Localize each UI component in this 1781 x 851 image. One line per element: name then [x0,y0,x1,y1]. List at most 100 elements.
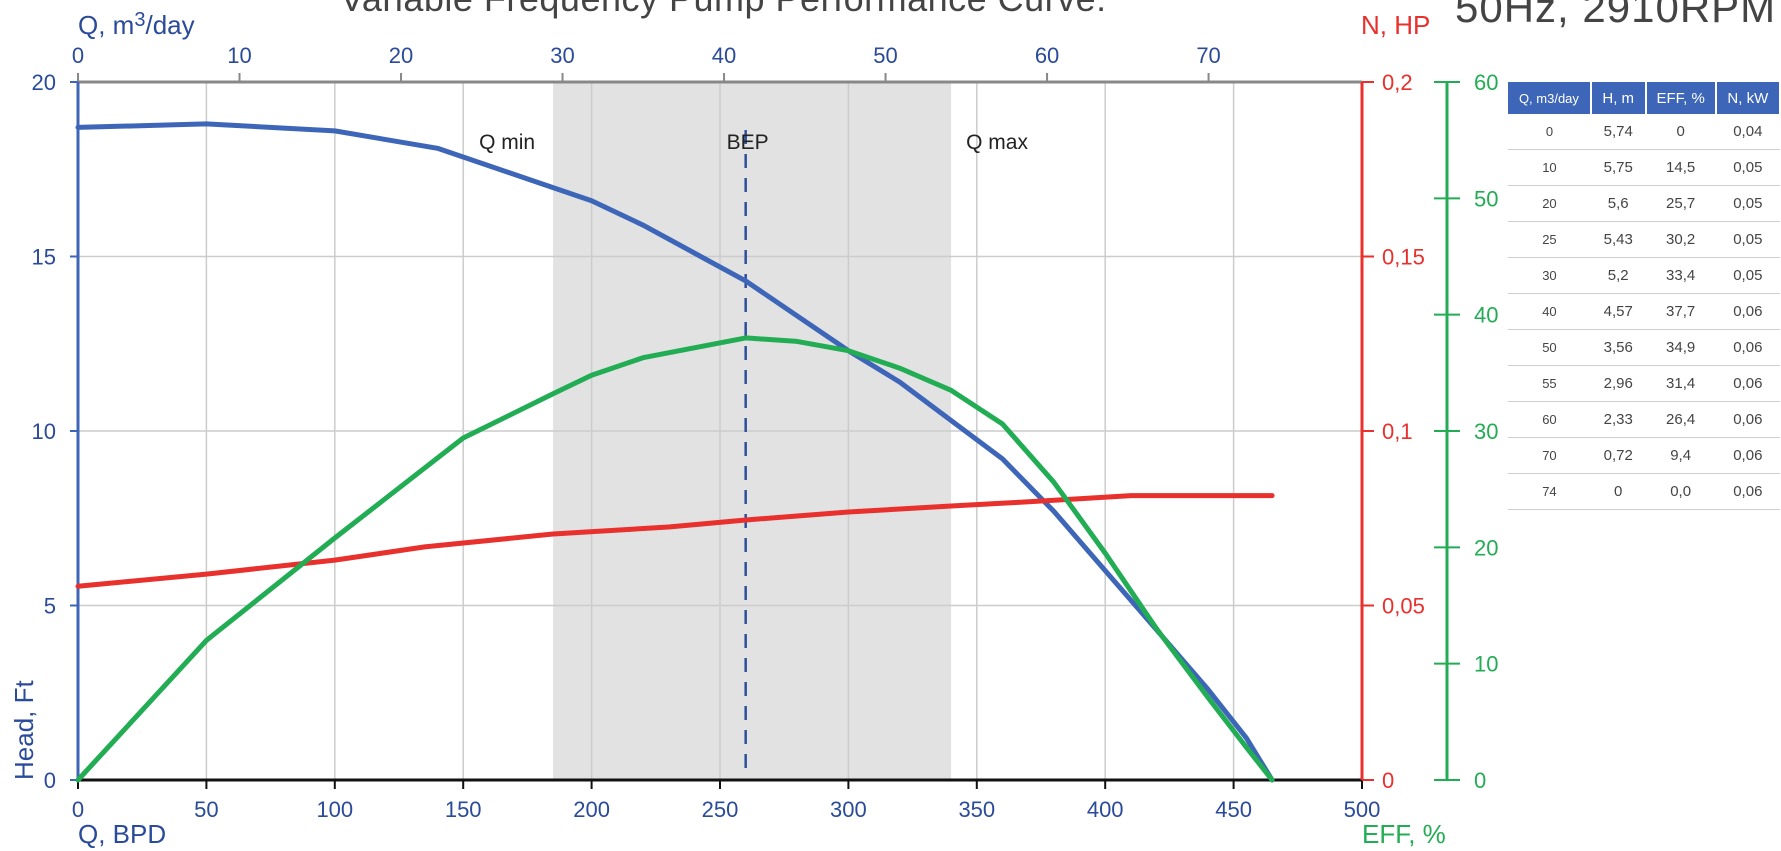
table-cell: 5,43 [1590,221,1646,258]
table-cell: 0,04 [1715,114,1780,150]
table-cell: 34,9 [1645,329,1716,366]
table-cell: 2,33 [1590,401,1646,438]
x-bottom-tick-label: 0 [72,797,84,822]
y-efficiency-tick-label: 40 [1474,303,1498,328]
x-bottom-axis-label: Q, BPD [78,819,166,849]
table-cell: 70 [1508,437,1591,474]
y-power-tick-label: 0,15 [1382,245,1425,270]
chart-title: Variable Frequency Pump Performance Curv… [340,0,1107,20]
table-row: 60 2,33 26,4 0,06 [1508,401,1780,438]
table-cell: 0,06 [1715,437,1780,474]
table-cell: 30 [1508,257,1591,294]
table-header-row: Q, m3/day H, m EFF, % N, kW [1508,82,1781,114]
table-cell: 0,05 [1715,185,1780,222]
y-power-tick-label: 0,2 [1382,70,1413,95]
x-top-tick-label: 0 [72,43,84,68]
y-power-axis-label: N, HP [1361,10,1430,40]
table-cell: 0 [1645,114,1716,150]
table-row: 50 3,56 34,9 0,06 [1508,329,1780,366]
table-row: 25 5,43 30,2 0,05 [1508,221,1780,258]
table-row: 40 4,57 37,7 0,06 [1508,293,1780,330]
y-left-tick-label: 5 [44,594,56,619]
table-cell: 0,06 [1715,293,1780,330]
qmax-label: Q max [966,131,1028,154]
table-cell: 60 [1508,401,1591,438]
y-power-tick-label: 0 [1382,768,1394,793]
table-row: 0 5,74 0 0,04 [1508,114,1780,150]
table-cell: 10 [1508,149,1591,186]
table-cell: 33,4 [1645,257,1716,294]
x-bottom-tick-label: 200 [573,797,610,822]
table-cell: 3,56 [1590,329,1646,366]
power-curve [75,493,1275,589]
performance-table: Q, m3/day H, m EFF, % N, kW 0 5,74 0 0,04 10 5,7… [1508,82,1781,510]
table-body: 0 5,74 0 0,04 10 5,75 14,5 0,05 20 5,6 25,7 0,05 25 5… [1508,114,1780,510]
x-bottom-tick-label: 400 [1087,797,1124,822]
y-left-tick-label: 15 [32,245,56,270]
y-efficiency-tick-label: 10 [1474,652,1498,677]
table-cell: 0,06 [1715,329,1780,366]
table-cell: 50 [1508,329,1591,366]
table-cell: 5,2 [1590,257,1646,294]
x-bottom-tick-label: 150 [445,797,482,822]
x-bottom-tick-label: 500 [1344,797,1381,822]
table-header-cell: Q, m3/day [1508,82,1592,114]
table-row: 20 5,6 25,7 0,05 [1508,185,1780,222]
x-top-axis-label: Q, m3/day [78,9,195,40]
y-left-tick-label: 20 [32,70,56,95]
table-cell: 0,05 [1715,149,1780,186]
bep-label: BEP [727,131,769,154]
table-cell: 40 [1508,293,1591,330]
x-bottom-tick-label: 300 [830,797,867,822]
y-efficiency-axis-label: EFF, % [1362,819,1446,849]
x-top-tick-label: 40 [712,43,736,68]
x-top-tick-label: 30 [550,43,574,68]
table-cell: 5,75 [1590,149,1646,186]
efficiency-curve [75,335,1275,783]
table-cell: 5,74 [1590,114,1646,150]
y-power-tick-label: 0,05 [1382,594,1425,619]
table-row: 74 0 0,0 0,06 [1508,473,1780,510]
table-cell: 5,6 [1590,185,1646,222]
table-cell: 31,4 [1645,365,1716,402]
y-efficiency-tick-label: 50 [1474,186,1498,211]
table-cell: 55 [1508,365,1591,402]
x-bottom-tick-label: 250 [702,797,739,822]
table-cell: 25 [1508,221,1591,258]
table-cell: 0 [1590,473,1646,510]
x-bottom-tick-label: 350 [958,797,995,822]
y-left-tick-label: 10 [32,419,56,444]
table-cell: 0,06 [1715,365,1780,402]
table-header-cell: N, kW [1715,82,1781,114]
table-cell: 20 [1508,185,1591,222]
y-left-tick-label: 0 [44,768,56,793]
x-top-tick-label: 60 [1035,43,1059,68]
x-top-tick-label: 10 [227,43,251,68]
table-cell: 0,06 [1715,473,1780,510]
table-cell: 14,5 [1645,149,1716,186]
y-efficiency-tick-label: 20 [1474,535,1498,560]
x-top-tick-label: 70 [1196,43,1220,68]
table-row: 70 0,72 9,4 0,06 [1508,437,1780,474]
table-row: 55 2,96 31,4 0,06 [1508,365,1780,402]
table-cell: 4,57 [1590,293,1646,330]
table-cell: 74 [1508,473,1591,510]
table-cell: 25,7 [1645,185,1716,222]
table-cell: 0,72 [1590,437,1646,474]
qmin-label: Q min [479,131,535,154]
x-bottom-tick-label: 450 [1215,797,1252,822]
x-top-tick-label: 20 [389,43,413,68]
table-cell: 0,06 [1715,401,1780,438]
table-cell: 2,96 [1590,365,1646,402]
table-cell: 26,4 [1645,401,1716,438]
table-cell: 0 [1508,114,1591,150]
y-efficiency-tick-label: 0 [1474,768,1486,793]
table-cell: 0,05 [1715,257,1780,294]
y-left-axis-label: Head, Ft [9,680,39,780]
table-cell: 37,7 [1645,293,1716,330]
y-power-tick-label: 0,1 [1382,419,1413,444]
table-header-cell: H, m [1590,82,1647,114]
table-row: 10 5,75 14,5 0,05 [1508,149,1780,186]
table-cell: 30,2 [1645,221,1716,258]
